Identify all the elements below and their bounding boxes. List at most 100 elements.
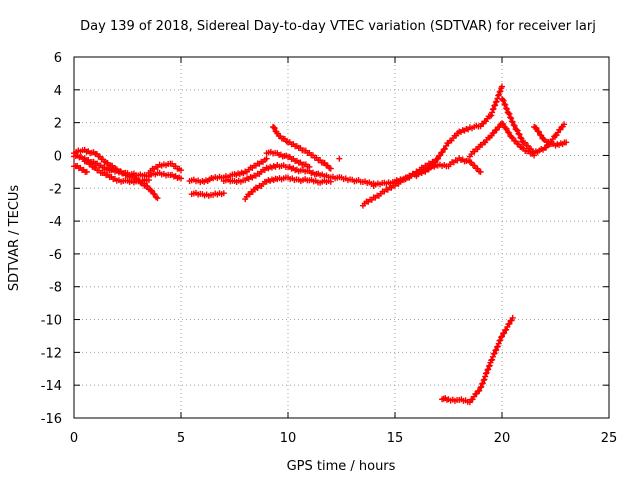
data-point xyxy=(513,126,520,133)
grid xyxy=(74,57,609,418)
data-point xyxy=(477,168,484,175)
y-axis: 6 4 2 0 -2 -4 -6 -8 -10 -12 -14 -16 xyxy=(41,51,609,427)
data-point xyxy=(501,330,508,337)
data-point xyxy=(508,115,515,122)
data-point xyxy=(506,320,513,327)
data-point xyxy=(154,195,161,202)
data-point xyxy=(483,369,490,376)
data-point xyxy=(506,111,513,118)
data-point xyxy=(479,380,486,387)
data-point xyxy=(494,343,501,350)
y-tick-label: 0 xyxy=(54,149,62,164)
x-axis-label: GPS time / hours xyxy=(287,459,396,474)
data-point xyxy=(533,125,540,132)
data-point xyxy=(540,136,547,143)
data-point xyxy=(489,356,496,363)
data-point xyxy=(506,129,513,136)
data-point xyxy=(509,314,516,321)
data-point xyxy=(514,127,521,134)
data-point xyxy=(327,178,334,185)
data-point xyxy=(511,122,518,129)
data-point xyxy=(499,83,505,90)
data-point xyxy=(502,101,509,108)
y-tick-label: 4 xyxy=(54,84,62,99)
data-point xyxy=(434,155,441,162)
y-tick-label: -6 xyxy=(49,248,62,263)
data-point xyxy=(306,163,313,170)
data-point xyxy=(495,91,502,98)
data-point xyxy=(535,128,542,135)
data-point xyxy=(503,105,510,112)
data-point xyxy=(501,101,508,108)
data-point xyxy=(518,135,525,142)
x-tick-label: 20 xyxy=(494,431,511,446)
data-point xyxy=(507,114,514,121)
x-tick-label: 5 xyxy=(177,431,185,446)
data-point xyxy=(485,366,492,373)
data-point xyxy=(488,112,495,119)
data-point xyxy=(509,118,516,125)
x-tick-label: 25 xyxy=(601,431,618,446)
data-point xyxy=(486,362,493,369)
data-point xyxy=(263,155,270,162)
y-tick-label: 6 xyxy=(54,51,62,66)
data-point xyxy=(502,125,509,132)
chart-title: Day 139 of 2018, Sidereal Day-to-day VTE… xyxy=(80,19,596,34)
data-point xyxy=(516,131,523,138)
data-point xyxy=(492,102,499,109)
data-point xyxy=(144,183,151,190)
data-point xyxy=(563,139,570,146)
data-point xyxy=(491,350,498,357)
data-point xyxy=(489,353,496,360)
data-point xyxy=(482,373,489,380)
data-point xyxy=(476,387,483,394)
x-axis: 0 5 10 15 20 25 xyxy=(70,57,617,446)
data-point xyxy=(508,133,515,140)
data-point xyxy=(497,337,504,344)
data-point xyxy=(489,109,496,116)
data-point xyxy=(499,96,506,103)
data-point xyxy=(481,376,488,383)
y-tick-label: -2 xyxy=(49,182,62,197)
data-point xyxy=(220,190,227,197)
data-point xyxy=(441,145,448,152)
data-point xyxy=(493,98,500,105)
y-tick-label: -12 xyxy=(41,346,62,361)
data-point xyxy=(504,129,511,136)
data-point xyxy=(499,120,505,127)
data-point xyxy=(500,121,507,128)
x-tick-label: 15 xyxy=(387,431,404,446)
data-point xyxy=(439,149,446,156)
data-point xyxy=(178,167,184,174)
data-point xyxy=(83,168,90,175)
y-tick-label: -10 xyxy=(41,314,62,329)
plot-frame xyxy=(73,56,610,419)
data-point xyxy=(517,134,524,141)
y-tick-label: -14 xyxy=(41,379,62,394)
data-point xyxy=(538,132,545,139)
x-tick-label: 0 xyxy=(70,431,78,446)
data-point xyxy=(490,105,497,112)
data-point xyxy=(327,165,334,172)
y-tick-label: -16 xyxy=(41,412,62,427)
data-point xyxy=(561,121,568,128)
data-point xyxy=(499,333,505,340)
y-tick-label: 2 xyxy=(54,117,62,132)
data-point xyxy=(145,177,152,184)
data-point xyxy=(503,106,510,113)
data-point xyxy=(437,152,444,159)
data-point xyxy=(515,130,522,137)
data-point xyxy=(495,340,502,347)
y-tick-label: -4 xyxy=(49,215,62,230)
y-axis-label: SDTVAR / TECUs xyxy=(7,185,22,292)
data-point xyxy=(336,155,343,162)
data-point xyxy=(493,346,500,353)
data-point xyxy=(478,383,485,390)
data-point xyxy=(498,334,505,341)
data-point xyxy=(271,125,278,132)
data-points xyxy=(71,83,570,406)
data-point xyxy=(510,122,517,129)
data-point xyxy=(505,110,512,117)
y-tick-label: -8 xyxy=(49,281,62,296)
